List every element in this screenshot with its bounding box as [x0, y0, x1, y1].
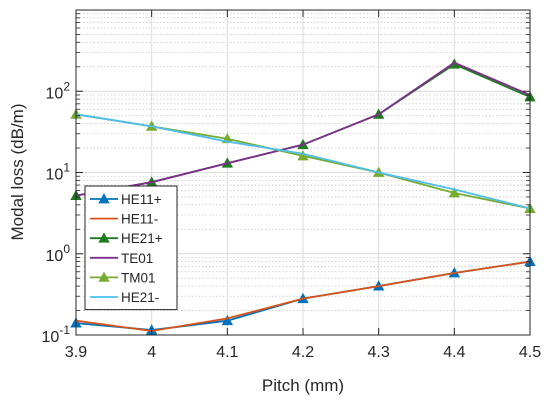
y-tick-label: 101 — [46, 161, 71, 184]
y-tick-label: 100 — [46, 242, 71, 265]
legend-label: TM01 — [121, 270, 156, 285]
y-tick-label: 102 — [46, 79, 71, 102]
legend-label: HE11+ — [121, 192, 162, 207]
x-tick-label: 4.1 — [216, 344, 238, 361]
x-tick-labels: 3.9 4 4.1 4.2 4.3 4.4 4.5 — [65, 344, 541, 361]
legend-label: HE21+ — [121, 231, 163, 246]
legend-entry: HE21+ — [90, 231, 163, 246]
x-tick-label: 4.3 — [368, 344, 390, 361]
series-line-TE01 — [75, 61, 531, 197]
legend-label: TE01 — [121, 251, 153, 266]
y-tick-labels: 10-1 100 101 102 — [42, 79, 71, 346]
x-tick-label: 4 — [147, 344, 156, 361]
x-tick-label: 4.2 — [292, 344, 314, 361]
series-line-HE21- — [75, 113, 531, 210]
legend-entry: HE11- — [90, 212, 158, 227]
legend-label: HE11- — [121, 212, 158, 227]
legend-marker — [98, 193, 110, 204]
y-tick-label: 10-1 — [42, 323, 71, 346]
legend-marker — [98, 232, 110, 243]
axis-ticks — [75, 10, 531, 336]
legend-box — [84, 185, 178, 311]
x-tick-label: 4.5 — [519, 344, 541, 361]
legend-entry: TE01 — [90, 251, 153, 266]
data-point-TM01 — [448, 187, 461, 198]
x-axis-label: Pitch (mm) — [262, 376, 344, 395]
data-point-TM01 — [297, 150, 309, 161]
legend-label: HE21- — [121, 290, 159, 305]
y-axis-label: Modal loss (dB/m) — [8, 104, 27, 241]
legend-entry: TM01 — [90, 270, 156, 285]
data-point-HE11+ — [221, 314, 234, 326]
x-tick-label: 3.9 — [65, 344, 87, 361]
legend: HE11+ HE11- HE21+ TE01 TM01 HE21- — [84, 185, 178, 311]
x-tick-label: 4.4 — [443, 344, 465, 361]
legend-entry: HE21- — [90, 290, 159, 305]
legend-entry: HE11+ — [90, 192, 162, 207]
legend-marker — [98, 271, 110, 282]
